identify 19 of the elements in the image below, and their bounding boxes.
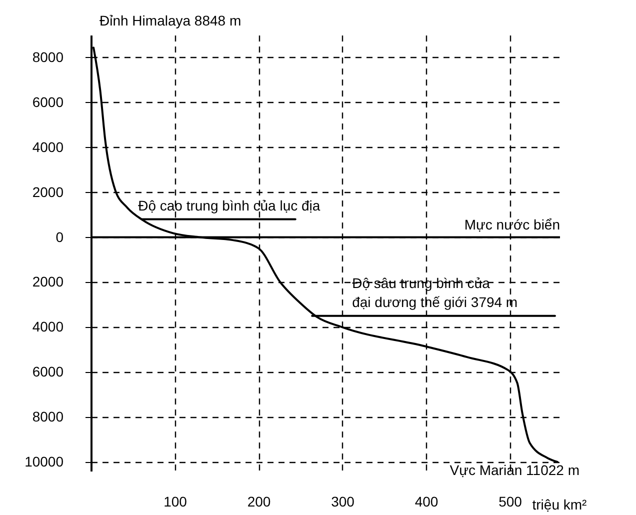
series-label: Độ cao trung bình của lục địa: [138, 197, 320, 214]
y-tick-label: 8000: [32, 408, 64, 425]
y-tick-label: 4000: [32, 138, 64, 155]
y-axis-title: Đỉnh Himalaya 8848 m: [100, 12, 242, 28]
y-tick-label: 6000: [32, 364, 64, 380]
y-tick-label: 10000: [24, 454, 64, 470]
x-tick-label: 400: [414, 494, 438, 510]
x-tick-label: 100: [164, 494, 188, 510]
x-tick-label: 500: [498, 494, 522, 510]
x-tick-label: 200: [247, 494, 271, 510]
x-axis-title: triệu km²: [532, 496, 588, 512]
y-tick-label: 8000: [32, 48, 64, 65]
y-tick-label: 2000: [32, 184, 64, 200]
y-tick-label: 4000: [32, 318, 64, 335]
y-tick-label: 6000: [32, 94, 64, 110]
x-tick-label: 300: [331, 494, 355, 510]
y-tick-label: 0: [56, 228, 64, 245]
annotation: Vực Marian 11022 m: [450, 462, 580, 478]
y-tick-label: 2000: [32, 274, 64, 290]
